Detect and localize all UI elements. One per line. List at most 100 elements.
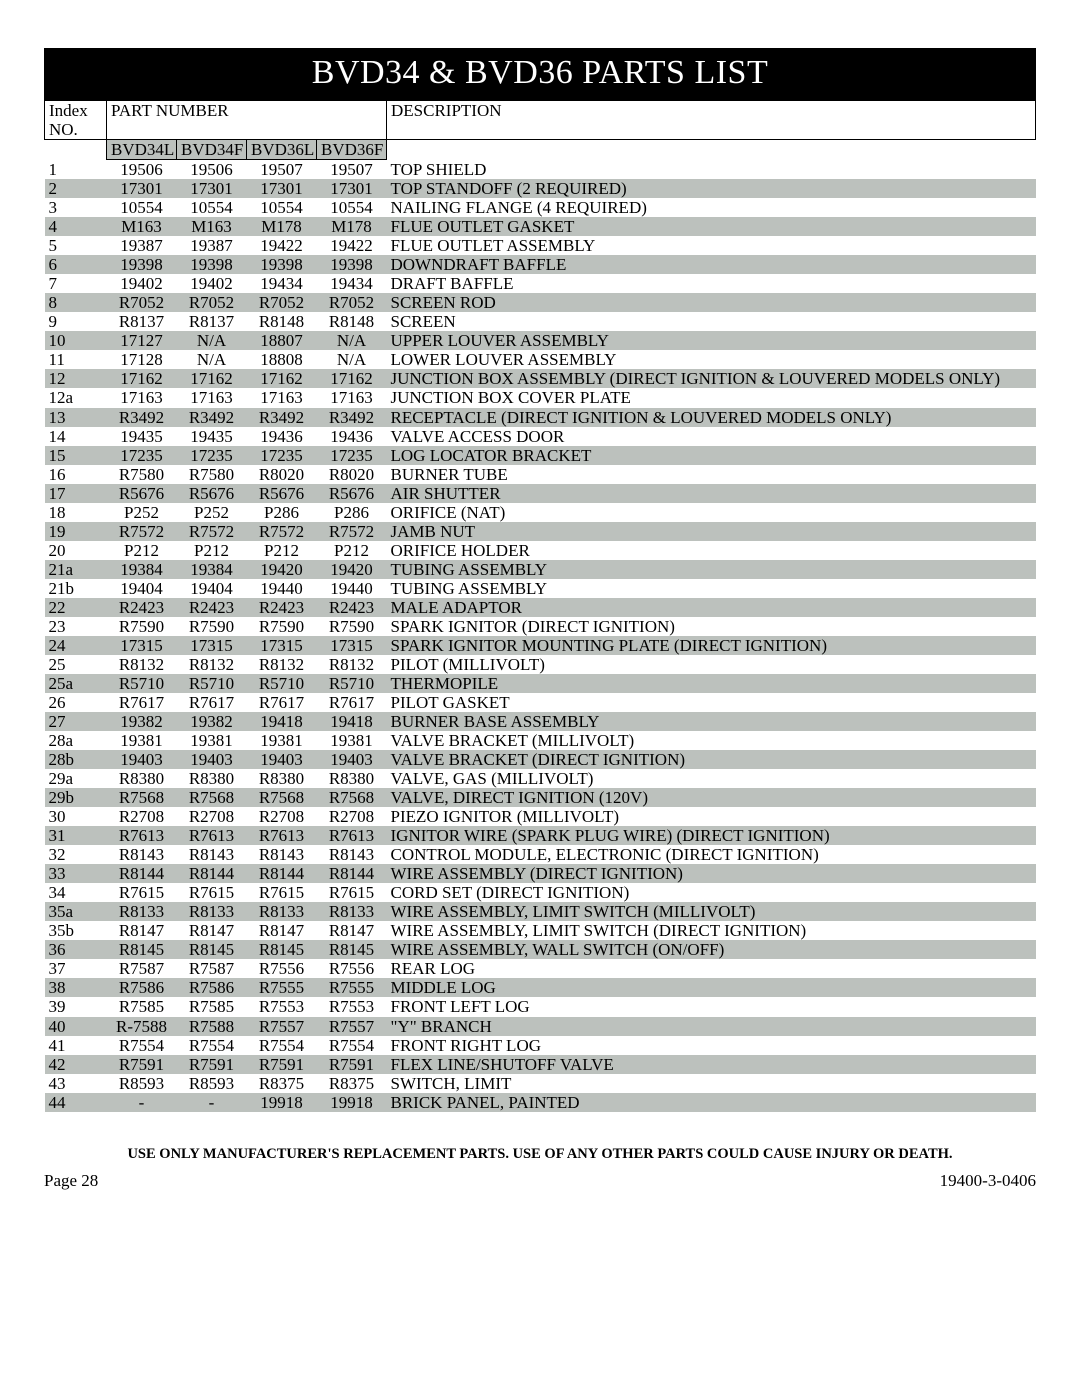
table-row: 28a19381193811938119381VALVE BRACKET (MI… [45,731,1036,750]
table-row: 26R7617R7617R7617R7617PILOT GASKET [45,693,1036,712]
cell-partnumber: P252 [177,503,247,522]
cell-index: 26 [45,693,107,712]
cell-partnumber: 19381 [247,731,317,750]
cell-partnumber: R2708 [177,807,247,826]
cell-partnumber: R7590 [177,617,247,636]
cell-partnumber: 19420 [247,560,317,579]
parts-table: Index PART NUMBER DESCRIPTION NO. BVD34L… [44,100,1036,1112]
cell-description: AIR SHUTTER [387,484,1036,503]
cell-partnumber: R3492 [177,408,247,427]
cell-partnumber: R7590 [317,617,387,636]
cell-index: 35a [45,902,107,921]
table-row: 2719382193821941819418BURNER BASE ASSEMB… [45,712,1036,731]
cell-description: JUNCTION BOX COVER PLATE [387,388,1036,407]
cell-partnumber: R8145 [247,940,317,959]
cell-partnumber: R5676 [247,484,317,503]
cell-description: VALVE BRACKET (MILLIVOLT) [387,731,1036,750]
table-body: BVD34L BVD34F BVD36L BVD36F 119506195061… [45,140,1036,1112]
cell-partnumber: R2708 [317,807,387,826]
cell-partnumber: 19398 [247,255,317,274]
cell-partnumber: 19381 [177,731,247,750]
cell-partnumber: R7553 [247,997,317,1016]
cell-description: VALVE ACCESS DOOR [387,427,1036,446]
cell-partnumber: R7587 [177,959,247,978]
cell-index: 21a [45,560,107,579]
cell-index: 29a [45,769,107,788]
cell-partnumber: 19398 [317,255,387,274]
cell-partnumber: 17235 [107,446,177,465]
cell-index: 28a [45,731,107,750]
cell-index: 8 [45,293,107,312]
cell-description: JAMB NUT [387,522,1036,541]
cell-partnumber: 19403 [317,750,387,769]
cell-index: 9 [45,312,107,331]
table-row: 719402194021943419434DRAFT BAFFLE [45,274,1036,293]
cell-partnumber: R8132 [247,655,317,674]
cell-partnumber: 19403 [177,750,247,769]
table-row: 1517235172351723517235LOG LOCATOR BRACKE… [45,446,1036,465]
cell-partnumber: P212 [317,541,387,560]
cell-partnumber: R8147 [177,921,247,940]
cell-description: THERMOPILE [387,674,1036,693]
cell-partnumber: R8380 [247,769,317,788]
cell-description: BURNER TUBE [387,465,1036,484]
cell-partnumber: 17163 [317,388,387,407]
footer-left: Page 28 [44,1171,98,1191]
cell-partnumber: R7613 [247,826,317,845]
cell-partnumber: R7585 [177,997,247,1016]
cell-partnumber: 19435 [177,427,247,446]
cell-partnumber: R7613 [177,826,247,845]
cell-partnumber: R8144 [317,864,387,883]
cell-description: VALVE BRACKET (DIRECT IGNITION) [387,750,1036,769]
subhdr-bvd36l: BVD36L [247,140,317,160]
cell-description: BURNER BASE ASSEMBLY [387,712,1036,731]
cell-partnumber: R2423 [317,598,387,617]
cell-partnumber: 17127 [107,331,177,350]
cell-partnumber: R7586 [107,978,177,997]
cell-description: REAR LOG [387,959,1036,978]
cell-index: 20 [45,541,107,560]
cell-partnumber: R3492 [317,408,387,427]
table-row: 36R8145R8145R8145R8145WIRE ASSEMBLY, WAL… [45,940,1036,959]
cell-partnumber: 17162 [317,369,387,388]
table-row: 38R7586R7586R7555R7555MIDDLE LOG [45,978,1036,997]
cell-partnumber: R2423 [247,598,317,617]
cell-partnumber: 10554 [177,198,247,217]
cell-partnumber: P212 [177,541,247,560]
subhdr-bvd36f: BVD36F [317,140,387,160]
cell-partnumber: R7590 [107,617,177,636]
cell-description: PIEZO IGNITOR (MILLIVOLT) [387,807,1036,826]
cell-partnumber: 19381 [317,731,387,750]
cell-partnumber: R7590 [247,617,317,636]
cell-partnumber: R8145 [317,940,387,959]
cell-partnumber: R8132 [177,655,247,674]
cell-partnumber: 19404 [107,579,177,598]
table-row: 44--1991819918BRICK PANEL, PAINTED [45,1093,1036,1112]
cell-partnumber: R8147 [107,921,177,940]
table-row: 17R5676R5676R5676R5676AIR SHUTTER [45,484,1036,503]
cell-partnumber: 19918 [247,1093,317,1112]
cell-index: 17 [45,484,107,503]
cell-index: 3 [45,198,107,217]
cell-partnumber: 17162 [177,369,247,388]
cell-index: 35b [45,921,107,940]
cell-partnumber: 17163 [177,388,247,407]
cell-partnumber: R8380 [317,769,387,788]
cell-partnumber: 19382 [107,712,177,731]
cell-partnumber: R7554 [247,1036,317,1055]
cell-partnumber: R8133 [177,902,247,921]
cell-partnumber: R7580 [107,465,177,484]
cell-partnumber: 19418 [317,712,387,731]
cell-partnumber: R7617 [317,693,387,712]
cell-partnumber: R7557 [317,1017,387,1036]
subhdr-bvd34l: BVD34L [107,140,177,160]
cell-index: 14 [45,427,107,446]
cell-partnumber: R7615 [107,883,177,902]
cell-index: 27 [45,712,107,731]
cell-partnumber: M178 [317,217,387,236]
cell-index: 12 [45,369,107,388]
cell-partnumber: P212 [247,541,317,560]
cell-partnumber: R2708 [247,807,317,826]
cell-partnumber: R8133 [107,902,177,921]
cell-partnumber: R7591 [107,1055,177,1074]
